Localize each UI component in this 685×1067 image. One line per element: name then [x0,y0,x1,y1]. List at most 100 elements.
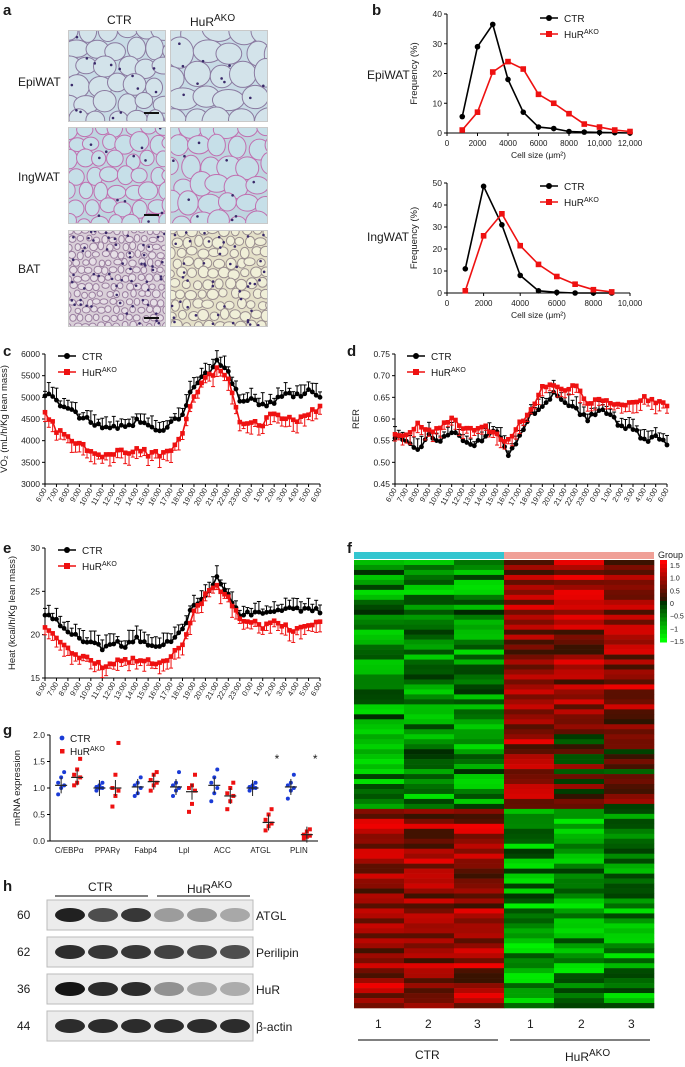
nucleus [134,284,138,287]
adipocyte [101,266,109,275]
g-point [100,780,105,785]
heatmap-cell [454,938,505,944]
nucleus [128,251,132,255]
d-point [585,418,591,424]
adipocyte [162,44,165,58]
heatmap-cell [354,724,405,730]
heatmap-cell [404,569,455,576]
c-point [164,425,170,430]
b-ing-point [517,272,523,279]
heatmap-cell [404,779,455,785]
heatmap-cell [554,813,605,820]
heatmap-key-segment [660,637,667,643]
adipocyte [265,301,267,309]
heatmap-cell [454,774,505,780]
heatmap-cell [454,793,505,800]
b-epi-point [505,76,511,83]
heatmap-cell [604,609,655,616]
adipocyte [132,314,141,322]
heatmap-cell [604,873,655,879]
d-point [577,388,583,394]
adipocyte [130,289,137,298]
b-ing-point [535,288,542,294]
adipocyte [104,259,112,267]
heatmap-cell [604,569,655,576]
heatmap-cell [554,584,605,591]
nucleus [92,239,95,242]
blot-band [121,982,151,996]
b-epi-ytick-label: 0 [437,128,442,138]
nucleus [105,248,109,251]
c-legend-marker [64,353,70,359]
c-point [176,436,181,442]
b-ing-point [517,242,523,249]
adipocyte [242,231,253,236]
g-point [263,828,268,833]
heatmap-cell [554,734,605,740]
heatmap-cell [454,953,505,959]
nucleus [196,82,199,85]
heatmap-cell [504,604,555,611]
adipocyte [235,156,260,180]
c-point [214,357,220,363]
heatmap-cell [554,729,605,735]
adipocyte [148,236,158,244]
heatmap-cell [604,923,655,929]
heatmap-cell [454,833,505,840]
heatmap-cell [454,933,505,939]
adipocyte [151,243,161,251]
heatmap-cell [454,888,505,894]
heatmap-key-label: −1 [670,626,678,633]
heatmap-cell [504,928,555,934]
e-point [226,594,231,600]
heatmap-cell [504,759,555,765]
adipocyte [209,311,220,321]
heatmap-cell [604,808,655,815]
adipocyte [88,257,97,266]
adipocyte [104,321,112,326]
adipocyte [89,242,99,252]
adipocyte [69,259,73,267]
c-point [229,390,235,396]
nucleus [121,262,124,265]
heatmap-cell [354,803,405,810]
nucleus [92,272,96,276]
heatmap-cell [404,659,455,665]
heatmap-cell [354,813,405,820]
c-point [233,404,239,410]
heatmap-cell [604,988,655,994]
heatmap-cell [454,983,505,989]
adipocyte [171,108,188,121]
adipocyte [92,313,100,322]
heatmap-key-label: 0 [670,601,674,608]
heatmap-cell [504,574,555,581]
c-point [180,412,185,418]
adipocyte [256,128,267,137]
heatmap-cell [554,878,605,884]
heatmap-cell [504,903,555,909]
heatmap-group-bar-ctr [354,552,504,559]
heatmap-cell [404,948,455,954]
heatmap-cell [604,893,655,899]
heatmap-cell [354,958,405,964]
heatmap-cell [504,883,555,889]
b-ing-xtick-label: 2000 [475,299,493,308]
adipocyte [218,288,228,298]
heatmap-cell [504,589,555,596]
heatmap-cell [354,579,405,586]
adipocyte [171,231,178,235]
e-ytick-label: 30 [31,543,41,553]
nucleus [142,243,145,247]
adipocyte [206,231,219,235]
c-point [184,416,189,422]
panel-a-col-hur-text: HuR [190,15,215,29]
heatmap-cell [404,614,455,621]
heatmap-cell [504,644,555,650]
b-ing-xtick-label: 0 [445,299,450,308]
nucleus [120,278,123,282]
heatmap-cell [404,664,455,670]
e-point [141,639,147,645]
adipocyte [133,297,141,306]
heatmap-cell [604,948,655,954]
adipocyte [145,273,154,283]
